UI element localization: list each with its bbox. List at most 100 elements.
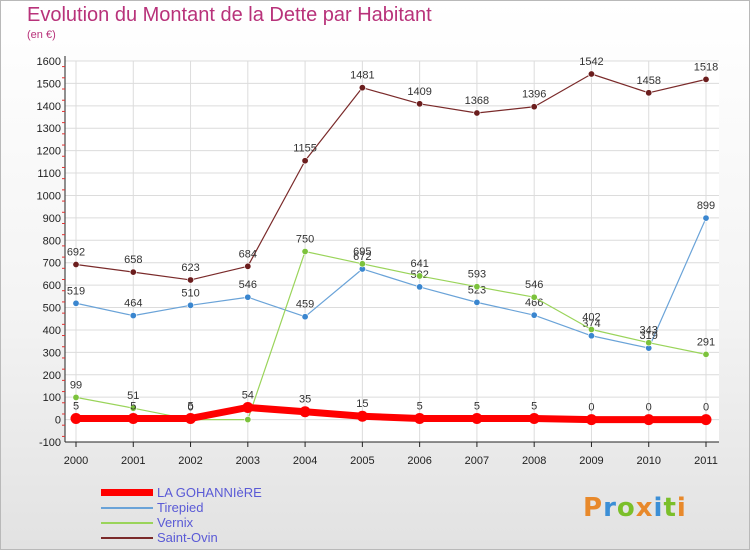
data-label: 546 xyxy=(239,279,257,291)
data-point xyxy=(244,293,252,301)
data-label: 1542 xyxy=(579,56,603,68)
data-point xyxy=(299,406,311,418)
y-tick-label: 300 xyxy=(43,347,61,359)
data-point xyxy=(645,339,653,347)
data-label: 343 xyxy=(640,325,658,337)
data-label: 1155 xyxy=(293,143,317,155)
data-point xyxy=(129,312,137,320)
data-label: 593 xyxy=(468,269,486,281)
y-tick-label: 1300 xyxy=(37,123,61,135)
data-point xyxy=(127,412,139,424)
y-tick-label: 0 xyxy=(55,415,61,427)
logo-letter: P xyxy=(583,493,604,523)
data-point xyxy=(72,260,80,268)
logo-letter: t xyxy=(663,493,677,523)
data-label: 459 xyxy=(296,299,314,311)
data-label: 35 xyxy=(299,394,311,406)
data-label: 1368 xyxy=(465,95,489,107)
data-label: 319 xyxy=(640,330,658,342)
legend-label: Vernix xyxy=(157,515,194,530)
data-label: 519 xyxy=(67,285,85,297)
data-point xyxy=(530,311,538,319)
data-label: 641 xyxy=(410,258,428,270)
x-tick-label: 2006 xyxy=(407,455,431,467)
data-label: 546 xyxy=(525,279,543,291)
y-tick-label: 500 xyxy=(43,303,61,315)
data-point xyxy=(643,414,655,426)
x-tick-label: 2010 xyxy=(636,455,660,467)
y-tick-label: 1500 xyxy=(37,78,61,90)
data-label: 1458 xyxy=(636,75,660,87)
data-point xyxy=(528,412,540,424)
data-label: 510 xyxy=(181,287,199,299)
data-point xyxy=(702,350,710,358)
proxiti-logo: Proxiti xyxy=(583,493,687,523)
y-tick-label: -100 xyxy=(39,437,61,449)
data-point xyxy=(358,260,366,268)
data-label: 692 xyxy=(67,246,85,258)
data-point xyxy=(244,262,252,270)
data-label: 5 xyxy=(531,400,537,412)
legend-item: Vernix xyxy=(101,515,262,530)
data-label: 658 xyxy=(124,254,142,266)
x-tick-label: 2002 xyxy=(178,455,202,467)
data-label: 15 xyxy=(356,398,368,410)
data-point xyxy=(702,75,710,83)
legend-label: Saint-Ovin xyxy=(157,530,218,545)
series-line-saint-ovin xyxy=(75,73,707,281)
x-tick-label: 2005 xyxy=(350,455,374,467)
data-label: 5 xyxy=(73,400,79,412)
series-line-tirepied xyxy=(75,217,707,349)
x-tick-label: 2000 xyxy=(64,455,88,467)
data-point xyxy=(301,157,309,165)
data-point xyxy=(187,276,195,284)
x-tick-label: 2001 xyxy=(121,455,145,467)
data-label: 1396 xyxy=(522,89,546,101)
plot-area xyxy=(65,61,719,442)
data-point xyxy=(416,272,424,280)
x-tick-label: 2004 xyxy=(293,455,317,467)
data-label: 5 xyxy=(130,400,136,412)
data-point xyxy=(587,332,595,340)
data-label: 99 xyxy=(70,379,82,391)
data-point xyxy=(587,70,595,78)
logo-letter: x xyxy=(635,493,654,523)
y-tick-label: 600 xyxy=(43,280,61,292)
x-tick-label: 2007 xyxy=(465,455,489,467)
legend-item: Saint-Ovin xyxy=(101,530,262,545)
y-tick-label: 200 xyxy=(43,370,61,382)
data-point xyxy=(129,268,137,276)
legend-swatch xyxy=(101,536,153,539)
y-tick-label: 800 xyxy=(43,235,61,247)
data-label: 402 xyxy=(582,311,600,323)
data-label: 1481 xyxy=(350,70,374,82)
data-label: 5 xyxy=(187,400,193,412)
data-label: 750 xyxy=(296,234,314,246)
data-label: 0 xyxy=(703,402,709,414)
data-point xyxy=(416,283,424,291)
data-point xyxy=(530,293,538,301)
x-tick-label: 2008 xyxy=(522,455,546,467)
data-point xyxy=(585,414,597,426)
y-tick-label: 1400 xyxy=(37,101,61,113)
data-label: 1409 xyxy=(407,86,431,98)
chart-legend: LA GOHANNIèRE Tirepied Vernix Saint-Ovin xyxy=(101,485,262,545)
data-label: 1518 xyxy=(694,61,718,73)
data-label: 5 xyxy=(474,400,480,412)
data-point xyxy=(356,410,368,422)
data-point xyxy=(358,84,366,92)
chart-unit-label: (en €) xyxy=(27,29,56,41)
y-tick-label: 1100 xyxy=(37,168,61,180)
x-tick-label: 2011 xyxy=(694,455,718,467)
data-point xyxy=(700,414,712,426)
data-label: 5 xyxy=(417,400,423,412)
data-label: 464 xyxy=(124,298,142,310)
data-point xyxy=(471,412,483,424)
data-label: 51 xyxy=(127,390,139,402)
data-label: 899 xyxy=(697,200,715,212)
x-tick-label: 2003 xyxy=(236,455,260,467)
y-tick-label: 700 xyxy=(43,258,61,270)
logo-letter: i xyxy=(676,493,687,523)
